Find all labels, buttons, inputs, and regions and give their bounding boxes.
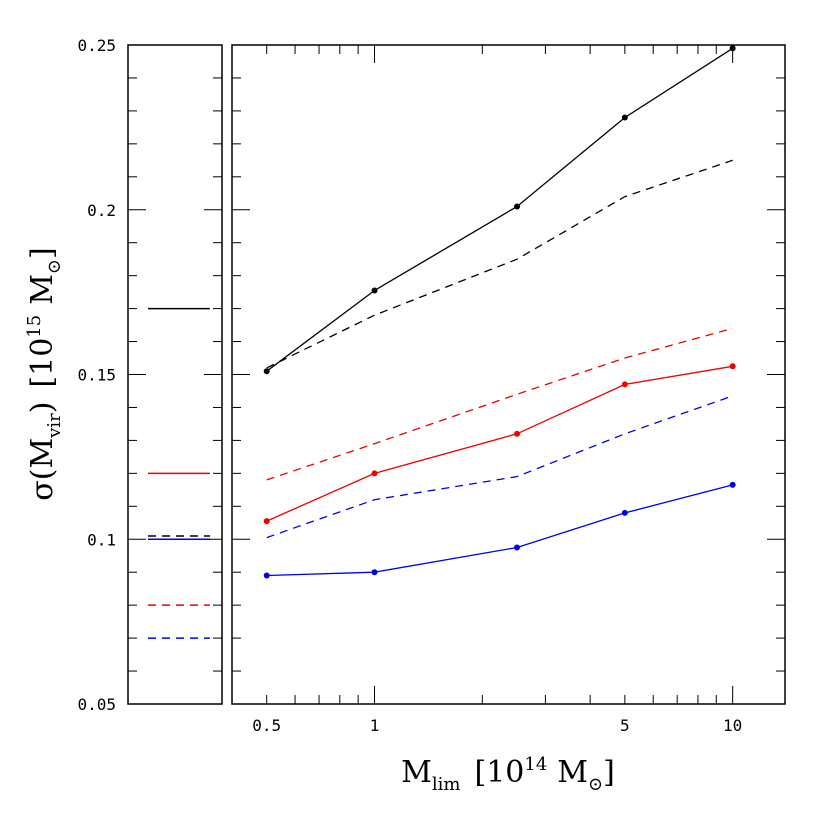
x-axis-title: Mlim [1014 M⊙] bbox=[401, 754, 615, 795]
series-lines bbox=[266, 47, 734, 577]
data-point-black bbox=[729, 45, 736, 52]
x-axis-ticks: 0.5 1 5 10 bbox=[231, 45, 742, 735]
data-point-red bbox=[263, 518, 270, 525]
data-point-black bbox=[263, 368, 270, 375]
data-point-red bbox=[514, 430, 521, 437]
y-tick-label: 0.15 bbox=[77, 366, 116, 385]
x-tick-label: 10 bbox=[723, 716, 742, 735]
data-point-red bbox=[729, 363, 736, 370]
x-tick-label: 1 bbox=[370, 716, 380, 735]
series-line-blue-dashed bbox=[266, 395, 733, 539]
data-point-black bbox=[621, 114, 628, 121]
series-line-red-dashed bbox=[266, 327, 733, 481]
y-axis-title: σ(Mvir)[1015M⊙] bbox=[24, 247, 65, 500]
y-tick-label: 0.2 bbox=[87, 201, 116, 220]
data-point-blue bbox=[729, 481, 736, 488]
data-point-red bbox=[371, 470, 378, 477]
x-tick-label: 5 bbox=[620, 716, 630, 735]
series-line-blue-solid bbox=[266, 484, 733, 577]
data-point-red bbox=[621, 381, 628, 388]
series-line-black-solid bbox=[266, 47, 734, 372]
data-point-blue bbox=[514, 544, 521, 551]
reference-levels bbox=[148, 307, 210, 639]
main-panel-frame bbox=[231, 44, 786, 705]
y-axis-ticks: 0.05 0.1 0.15 0.2 0.25 bbox=[77, 36, 785, 714]
data-point-blue bbox=[371, 569, 378, 576]
data-point-black bbox=[514, 203, 521, 210]
y-tick-label: 0.1 bbox=[87, 530, 116, 549]
y-tick-label: 0.25 bbox=[77, 36, 116, 55]
data-point-blue bbox=[621, 509, 628, 516]
data-point-blue bbox=[263, 572, 270, 579]
x-tick-label: 0.5 bbox=[252, 716, 281, 735]
series-points bbox=[263, 45, 736, 579]
series-line-red-solid bbox=[266, 365, 733, 522]
y-tick-label: 0.05 bbox=[77, 695, 116, 714]
series-line-black-dashed bbox=[266, 159, 733, 369]
data-point-black bbox=[371, 287, 378, 294]
